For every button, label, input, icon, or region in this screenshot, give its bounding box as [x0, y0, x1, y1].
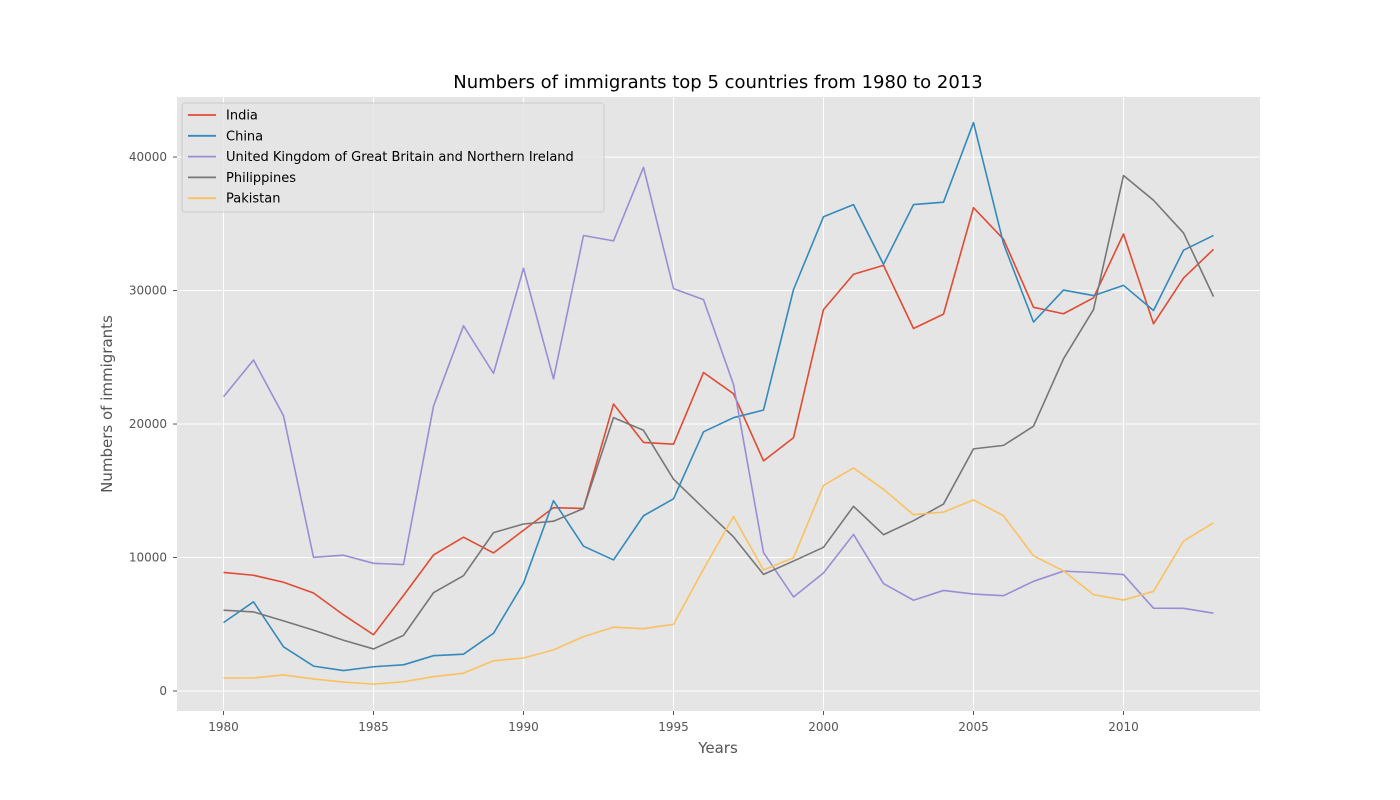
legend-box — [181, 102, 605, 213]
series-line-philippines — [223, 174, 1215, 650]
x-tick-label: 1980 — [208, 720, 239, 734]
y-axis-ticks: 0 10000 20000 30000 40000 — [129, 150, 177, 698]
y-axis-label: Numbers of immigrants — [98, 315, 116, 493]
legend-label: India — [226, 109, 258, 124]
legend-label: Philippines — [226, 171, 296, 186]
x-tick-label: 2010 — [1108, 720, 1139, 734]
x-axis-label: Years — [697, 739, 738, 757]
x-tick-label: 1995 — [658, 720, 689, 734]
legend-label: United Kingdom of Great Britain and Nort… — [226, 150, 574, 165]
x-tick-label: 2000 — [808, 720, 839, 734]
x-tick-label: 1990 — [508, 720, 539, 734]
series-line-united-kingdom-of-great-britain-and-northern-ireland — [222, 166, 1214, 614]
y-tick-label: 20000 — [129, 417, 167, 431]
legend-label: China — [226, 129, 263, 144]
y-tick-label: 30000 — [129, 284, 167, 298]
y-tick-label: 10000 — [129, 551, 167, 565]
y-tick-label: 0 — [159, 684, 167, 698]
legend: India China United Kingdom of Great Britai… — [181, 102, 605, 213]
legend-entry: India — [188, 109, 258, 124]
series-line-china — [223, 121, 1214, 672]
legend-entry: Philippines — [188, 171, 296, 186]
series-lines — [222, 121, 1215, 685]
legend-entry: China — [188, 129, 263, 144]
legend-entry: Pakistan — [188, 192, 280, 207]
chart-title: Numbers of immigrants top 5 countries fr… — [453, 72, 982, 93]
series-line-india — [223, 206, 1215, 636]
y-tick-label: 40000 — [129, 150, 167, 164]
x-axis-ticks: 1980 1985 1990 1995 2000 2005 2010 — [208, 711, 1139, 734]
legend-label: Pakistan — [226, 192, 280, 207]
series-line-pakistan — [223, 467, 1214, 685]
x-tick-label: 1985 — [358, 720, 389, 734]
legend-entry: United Kingdom of Great Britain and Nort… — [188, 150, 574, 165]
x-tick-label: 2005 — [958, 720, 989, 734]
